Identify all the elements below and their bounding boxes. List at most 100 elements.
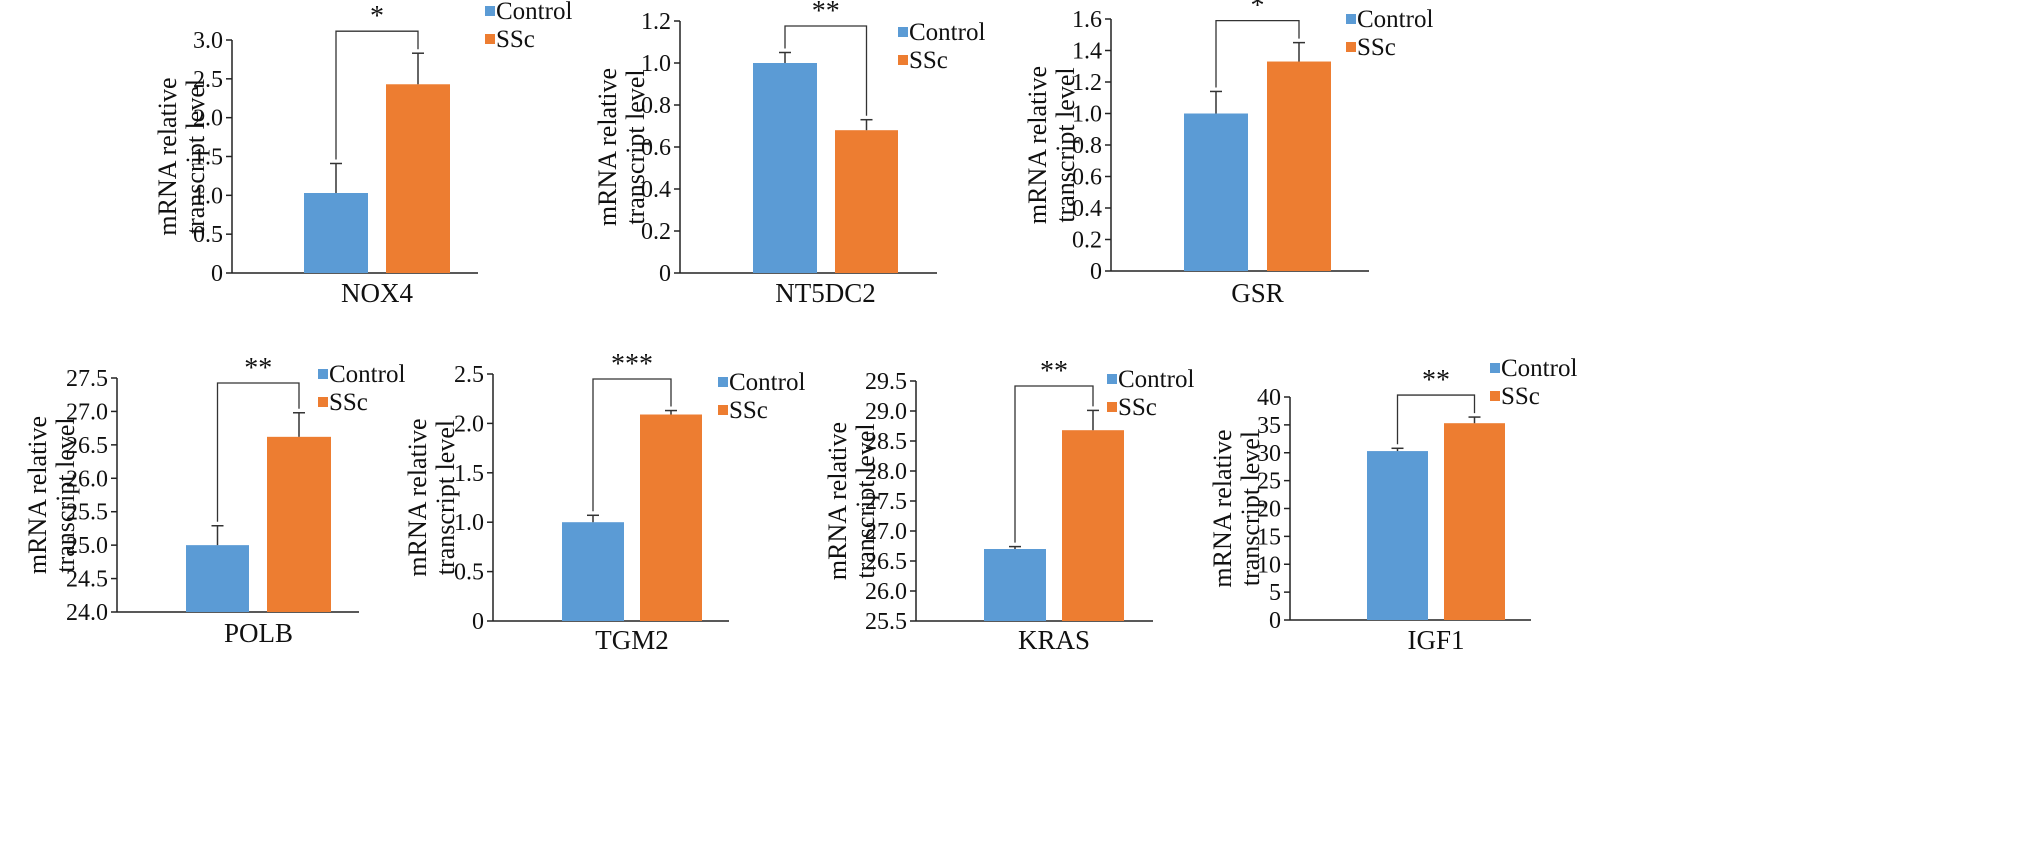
y-tick-label: 1.0 [193,183,223,209]
legend-swatch-ssc [718,405,728,415]
y-tick-label: 2.5 [454,362,484,388]
y-tick-label: 27.5 [865,489,907,515]
legend-label-ssc: SSc [1118,394,1157,421]
legend-swatch-control [318,369,328,379]
x-axis-label: GSR [1231,278,1284,308]
y-tick-label: 15 [1257,524,1281,550]
significance-bracket [1215,19,1300,88]
x-axis-label: KRAS [1018,625,1090,655]
legend-label-ssc: SSc [329,389,368,416]
significance-bracket [592,378,672,512]
y-axis-label: mRNA relativetranscript level [593,68,650,226]
legend-label-ssc: SSc [1357,34,1396,61]
y-tick-label: 0.5 [454,560,484,586]
y-tick-label: 25.5 [66,500,108,526]
y-tick-label: 0.4 [1072,196,1102,222]
bar-control [304,193,368,273]
y-axis-label: mRNA relativetranscript level [1023,66,1080,224]
legend-swatch-control [1107,374,1117,384]
y-tick-label: 25.0 [66,533,108,559]
y-axis-label: mRNA relativetranscript level [823,422,880,580]
bar-ssc [267,436,331,612]
legend-swatch-ssc [898,55,908,65]
significance-label: *** [611,349,653,380]
legend-label-control: Control [1501,355,1577,382]
y-axis-label: mRNA relativetranscript level [23,416,80,574]
y-tick-label: 27.0 [865,519,907,545]
legend-swatch-ssc [1490,391,1500,401]
legend-label-control: Control [329,361,405,388]
y-tick-label: 28.5 [865,429,907,455]
significance-label: ** [812,0,840,27]
legend-label-ssc: SSc [909,47,948,74]
y-tick-label: 2.5 [193,67,223,93]
y-tick-label: 0 [1090,259,1102,285]
y-tick-label: 25 [1257,469,1281,495]
significance-label: * [370,1,384,32]
y-tick-label: 0.6 [1072,165,1102,191]
y-tick-label: 25.5 [865,609,907,635]
y-tick-label: 0 [1269,608,1281,634]
y-tick-label: 2.0 [454,411,484,437]
bar-ssc [835,130,898,273]
y-tick-label: 0.2 [641,219,671,245]
chart-panel-gsr: 0 0.2 0.4 0.6 0.8 1.0 1.2 1.4 1.6 mRNA relativetr… [1023,0,1433,308]
y-tick-label: 1.0 [1072,102,1102,128]
y-tick-label: 30 [1257,441,1281,467]
x-axis-label: POLB [224,618,293,648]
legend-label-control: Control [1118,366,1194,393]
y-tick-label: 1.0 [641,51,671,77]
bar-control [562,522,624,621]
y-tick-label: 0 [472,609,484,635]
legend-swatch-control [898,27,908,37]
chart-panel-kras: 25.5 26.0 26.5 27.0 27.5 28.0 28.5 29.0 29.5 mRNA… [823,356,1194,655]
y-tick-label: 1.5 [193,145,223,171]
legend-label-control: Control [496,0,572,25]
y-tick-label: 1.5 [454,461,484,487]
y-tick-label: 24.0 [66,600,108,626]
y-tick-label: 28.0 [865,459,907,485]
bar-ssc [640,414,702,621]
y-tick-label: 1.6 [1072,7,1102,33]
y-tick-label: 35 [1257,413,1281,439]
significance-bracket [1014,385,1094,543]
y-tick-label: 27.5 [66,366,108,392]
y-tick-label: 27.0 [66,399,108,425]
legend-swatch-ssc [485,34,495,44]
y-tick-label: 0.6 [641,135,671,161]
x-axis-label: NT5DC2 [775,278,876,308]
legend-swatch-ssc [1346,42,1356,52]
x-axis-label: TGM2 [595,625,669,655]
bar-control [753,63,817,273]
y-tick-label: 0.2 [1072,228,1102,254]
chart-panel-polb: 24.0 24.5 25.0 25.5 26.0 26.5 27.0 27.5 mRNA rel… [23,353,405,648]
bar-control [1184,113,1248,271]
legend-label-ssc: SSc [1501,383,1540,410]
bar-ssc [386,84,450,274]
y-tick-label: 26.5 [865,549,907,575]
chart-panel-tgm2: 0 0.5 1.0 1.5 2.0 2.5 mRNA relativetranscript … [403,349,805,655]
y-tick-label: 1.2 [1072,70,1102,96]
bar-ssc [1267,61,1331,272]
y-tick-label: 0 [211,261,223,287]
significance-bracket [1396,394,1476,445]
y-tick-label: 3.0 [193,28,223,54]
legend-swatch-control [1490,363,1500,373]
y-tick-label: 0.8 [641,93,671,119]
bar-ssc [1444,423,1505,620]
legend-swatch-ssc [318,397,328,407]
chart-panel-nt5dc2: 0 0.2 0.4 0.6 0.8 1.0 1.2 mRNA relativetranscri… [593,0,985,308]
x-axis-label: IGF1 [1407,625,1464,655]
significance-label: ** [1422,365,1450,396]
y-tick-label: 20 [1257,497,1281,523]
legend-swatch-control [1346,14,1356,24]
y-axis-label: mRNA relativetranscript level [153,77,210,235]
y-tick-label: 29.0 [865,399,907,425]
bar-control [984,549,1046,621]
legend-swatch-control [718,377,728,387]
y-tick-label: 10 [1257,552,1281,578]
legend-label-control: Control [729,369,805,396]
y-tick-label: 1.2 [641,9,671,35]
legend-label-ssc: SSc [729,397,768,424]
y-tick-label: 24.5 [66,567,108,593]
